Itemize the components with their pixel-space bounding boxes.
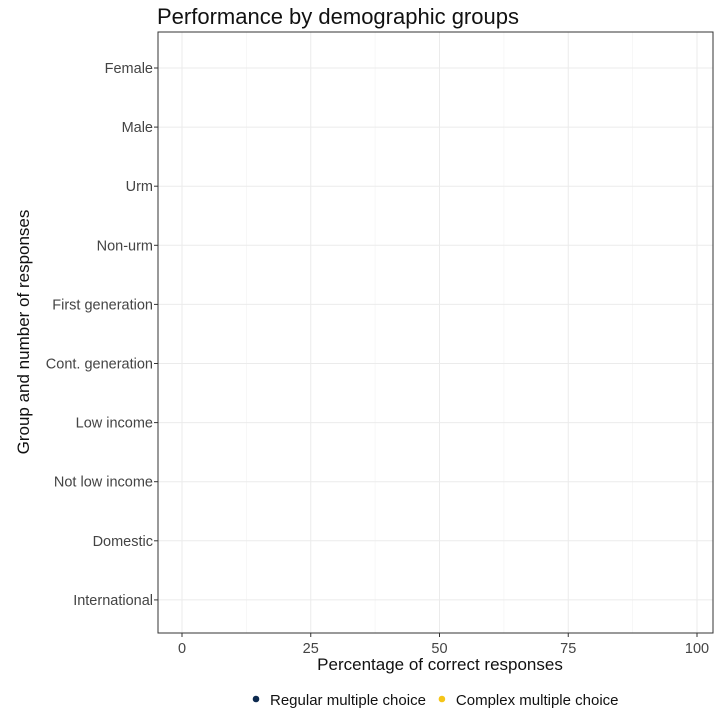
legend-label: Complex multiple choice (456, 692, 619, 709)
y-axis: Female Male Urm Non-urm First generation Cont… (46, 61, 158, 609)
y-tick-label: Urm (126, 179, 153, 195)
x-axis: 0 25 50 75 100 (178, 633, 709, 657)
chart-title: Performance by demographic groups (157, 4, 519, 29)
x-axis-title: Percentage of correct responses (317, 655, 563, 674)
y-tick-label: First generation (52, 297, 153, 313)
legend-label: Regular multiple choice (270, 692, 426, 709)
y-tick-label: Cont. generation (46, 357, 153, 373)
plot-panel (157, 31, 714, 634)
y-tick-label: Domestic (93, 534, 153, 550)
x-tick-label: 75 (560, 641, 576, 657)
y-tick-label: Female (105, 61, 153, 77)
x-tick-label: 100 (685, 641, 709, 657)
y-tick-label: Not low income (54, 475, 153, 491)
y-tick-label: International (73, 593, 153, 609)
y-tick-label: Low income (76, 416, 153, 432)
legend: Regular multiple choice Complex multiple … (252, 692, 619, 709)
grid (158, 32, 713, 633)
y-axis-title: Group and number of responses (14, 210, 33, 455)
y-tick-label: Non-urm (97, 238, 153, 254)
legend-swatch (438, 695, 446, 703)
legend-swatch (252, 695, 260, 703)
x-tick-label: 0 (178, 641, 186, 657)
y-tick-label: Male (122, 120, 153, 136)
x-tick-label: 25 (303, 641, 319, 657)
x-tick-label: 50 (431, 641, 447, 657)
